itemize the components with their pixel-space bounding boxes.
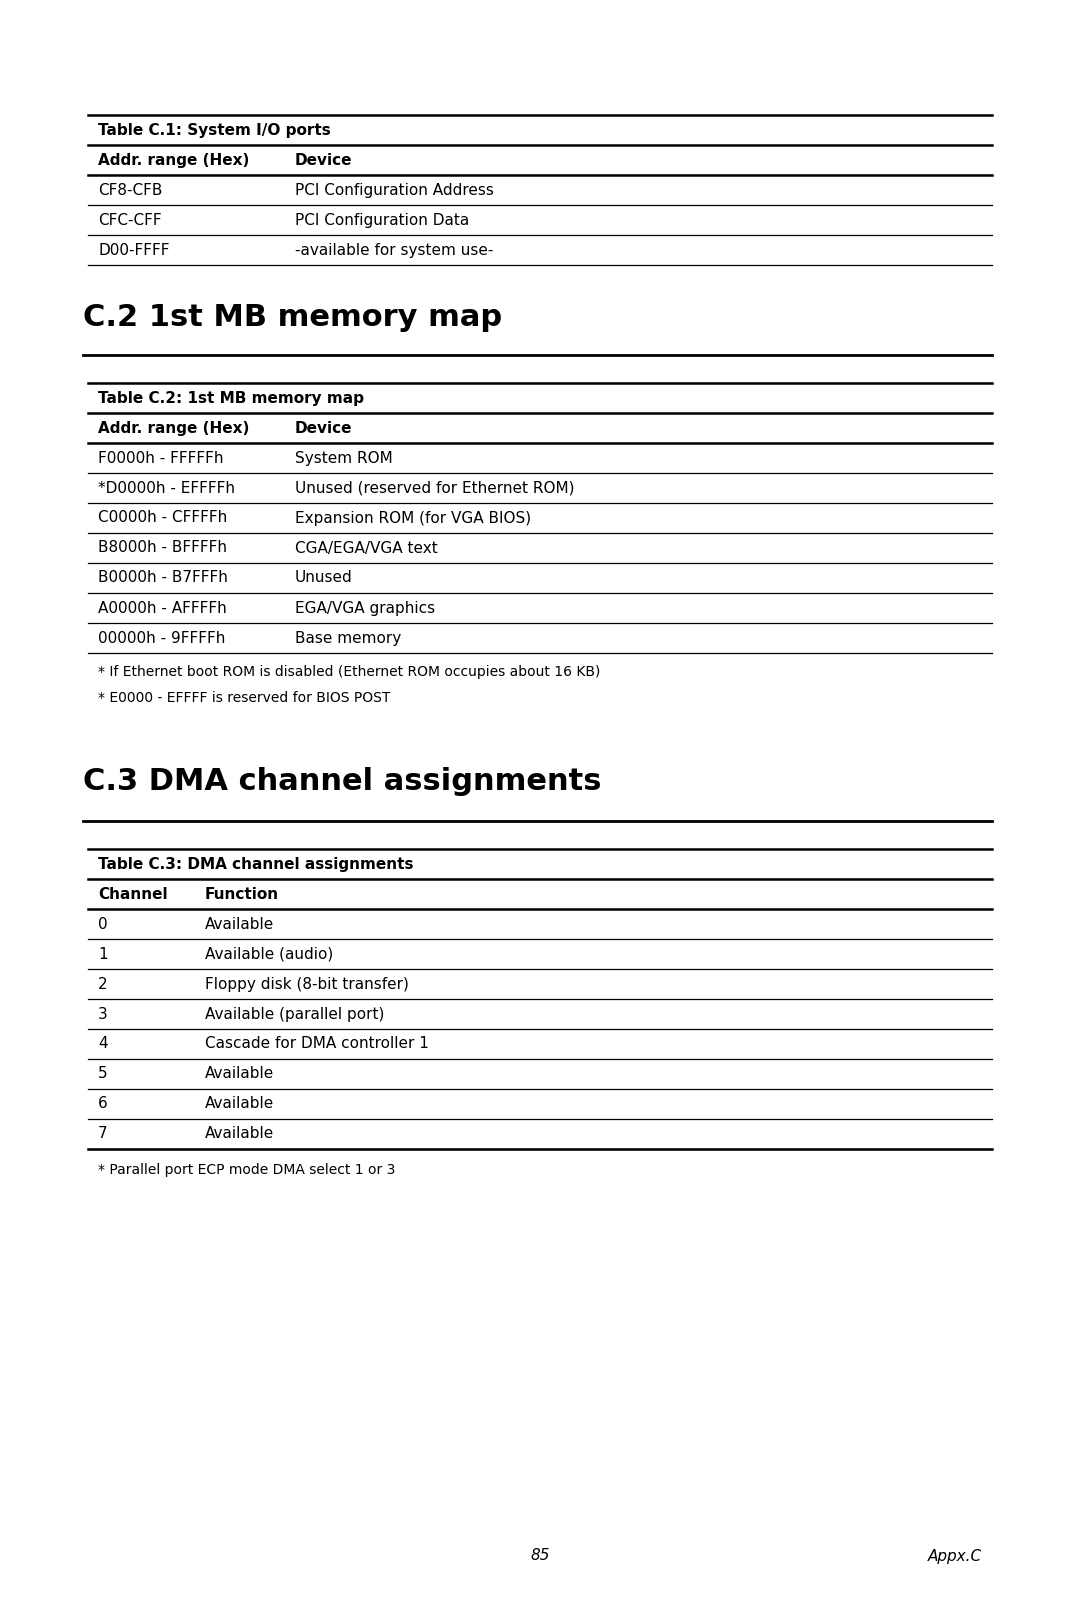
Text: CFC-CFF: CFC-CFF (98, 212, 162, 228)
Text: Addr. range (Hex): Addr. range (Hex) (98, 421, 249, 435)
Text: 2: 2 (98, 977, 108, 992)
Text: Floppy disk (8-bit transfer): Floppy disk (8-bit transfer) (205, 977, 409, 992)
Text: * Parallel port ECP mode DMA select 1 or 3: * Parallel port ECP mode DMA select 1 or… (98, 1163, 395, 1176)
Text: Addr. range (Hex): Addr. range (Hex) (98, 152, 249, 168)
Text: 1: 1 (98, 947, 108, 961)
Text: Function: Function (205, 887, 279, 901)
Text: Expansion ROM (for VGA BIOS): Expansion ROM (for VGA BIOS) (295, 511, 531, 526)
Text: 00000h - 9FFFFh: 00000h - 9FFFFh (98, 631, 226, 646)
Text: Device: Device (295, 152, 352, 168)
Text: B0000h - B7FFFh: B0000h - B7FFFh (98, 571, 228, 586)
Text: System ROM: System ROM (295, 450, 393, 466)
Text: Unused: Unused (295, 571, 353, 586)
Text: 85: 85 (530, 1548, 550, 1563)
Text: C.3 DMA channel assignments: C.3 DMA channel assignments (83, 767, 602, 796)
Text: C.2 1st MB memory map: C.2 1st MB memory map (83, 303, 502, 332)
Text: -available for system use-: -available for system use- (295, 243, 494, 257)
Text: Unused (reserved for Ethernet ROM): Unused (reserved for Ethernet ROM) (295, 481, 575, 495)
Text: B8000h - BFFFFh: B8000h - BFFFFh (98, 540, 227, 555)
Text: Base memory: Base memory (295, 631, 402, 646)
Text: EGA/VGA graphics: EGA/VGA graphics (295, 600, 435, 615)
Text: Table C.2: 1st MB memory map: Table C.2: 1st MB memory map (98, 390, 364, 406)
Text: F0000h - FFFFFh: F0000h - FFFFFh (98, 450, 224, 466)
Text: 0: 0 (98, 916, 108, 932)
Text: Available (audio): Available (audio) (205, 947, 334, 961)
Text: PCI Configuration Address: PCI Configuration Address (295, 183, 494, 197)
Text: *D0000h - EFFFFh: *D0000h - EFFFFh (98, 481, 235, 495)
Text: 5: 5 (98, 1066, 108, 1081)
Text: Table C.3: DMA channel assignments: Table C.3: DMA channel assignments (98, 856, 414, 872)
Text: C0000h - CFFFFh: C0000h - CFFFFh (98, 511, 227, 526)
Text: 7: 7 (98, 1126, 108, 1142)
Text: D00-FFFF: D00-FFFF (98, 243, 170, 257)
Text: Available: Available (205, 1097, 274, 1112)
Text: Table C.1: System I/O ports: Table C.1: System I/O ports (98, 123, 330, 138)
Text: * E0000 - EFFFF is reserved for BIOS POST: * E0000 - EFFFF is reserved for BIOS POS… (98, 691, 390, 705)
Text: CF8-CFB: CF8-CFB (98, 183, 162, 197)
Text: Available (parallel port): Available (parallel port) (205, 1006, 384, 1021)
Text: PCI Configuration Data: PCI Configuration Data (295, 212, 469, 228)
Text: Channel: Channel (98, 887, 167, 901)
Text: 4: 4 (98, 1037, 108, 1052)
Text: Available: Available (205, 916, 274, 932)
Text: Available: Available (205, 1126, 274, 1142)
Text: Appx.C: Appx.C (928, 1548, 982, 1563)
Text: Device: Device (295, 421, 352, 435)
Text: * If Ethernet boot ROM is disabled (Ethernet ROM occupies about 16 KB): * If Ethernet boot ROM is disabled (Ethe… (98, 665, 600, 680)
Text: Cascade for DMA controller 1: Cascade for DMA controller 1 (205, 1037, 429, 1052)
Text: Available: Available (205, 1066, 274, 1081)
Text: CGA/EGA/VGA text: CGA/EGA/VGA text (295, 540, 437, 555)
Text: 6: 6 (98, 1097, 108, 1112)
Text: 3: 3 (98, 1006, 108, 1021)
Text: A0000h - AFFFFh: A0000h - AFFFFh (98, 600, 227, 615)
